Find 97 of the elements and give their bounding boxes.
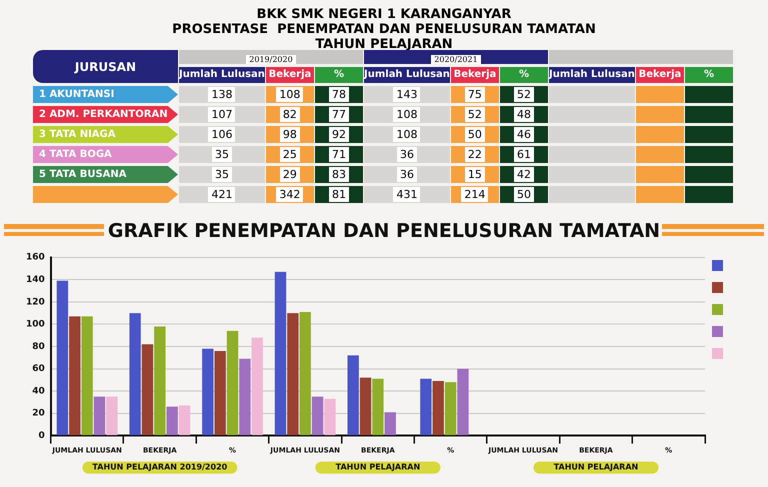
text: 75	[468, 88, 482, 101]
y-tick-label: 100	[26, 320, 45, 330]
text: 107	[211, 108, 232, 121]
text: 42	[516, 168, 531, 181]
text: 61	[516, 148, 531, 161]
text: 36	[400, 148, 414, 161]
y-tick-label: 140	[26, 275, 45, 286]
y-tick-label: 80	[32, 342, 45, 352]
text: TAHUN PELAJARAN	[314, 37, 454, 52]
y-tick-label: 40	[32, 386, 45, 396]
category-label: 4 TATA BOGA	[39, 149, 112, 160]
bar	[81, 316, 93, 436]
text: 81	[332, 188, 346, 201]
bar	[252, 338, 263, 436]
text: 52	[468, 108, 482, 121]
text: 431	[396, 188, 418, 201]
bar	[420, 378, 432, 436]
category-label: Bekerja	[266, 67, 314, 83]
text: 71	[332, 148, 346, 161]
bar	[444, 382, 456, 436]
category-label: Jumlah Lulusan	[364, 67, 450, 83]
bar	[226, 330, 238, 436]
text: 25	[282, 148, 297, 161]
text: BKK SMK NEGERI 1 KARANGANYAR	[256, 7, 512, 22]
bar	[372, 378, 384, 436]
text: TAHUN PELAJARAN	[336, 462, 420, 472]
bar	[384, 412, 396, 436]
bar	[178, 406, 190, 436]
text: 92	[332, 128, 346, 141]
category-label: 2 ADM. PERKANTORAN	[39, 109, 168, 120]
text: 2020/2021	[431, 55, 481, 64]
category-label: Jumlah Lulusan	[179, 67, 265, 83]
text: 77	[332, 108, 346, 121]
text: TAHUN PELAJARAN 2019/2020	[92, 462, 228, 472]
text: 421	[211, 188, 232, 201]
category-label: 5 TATA BUSANA	[39, 169, 127, 180]
text: 35	[214, 168, 229, 181]
text: 48	[516, 108, 531, 121]
category-label: 3 TATA NIAGA	[39, 129, 116, 140]
y-tick-label: 60	[32, 364, 45, 374]
category-label: Jumlah Lulusan	[549, 67, 635, 83]
bar	[202, 348, 214, 436]
text: PROSENTASE PENEMPATAN DAN PENELUSURAN TAMATAN	[171, 22, 597, 37]
text: 106	[211, 128, 232, 141]
text: 108	[279, 88, 300, 101]
text: 52	[516, 88, 531, 101]
text: 46	[516, 128, 531, 141]
category-label: Bekerja	[636, 67, 684, 83]
bar	[56, 280, 68, 436]
bar	[129, 313, 141, 436]
text: 83	[332, 168, 346, 181]
category-label: Bekerja	[450, 67, 499, 83]
y-tick-label: 0	[38, 430, 45, 441]
y-tick-label: 20	[32, 408, 45, 419]
bar	[239, 358, 251, 436]
bar	[166, 406, 178, 436]
chart-title: GRAFIK PENEMPATAN DAN PENELUSURAN TAMATAN	[106, 220, 662, 242]
text: 78	[332, 88, 346, 101]
text: 36	[400, 168, 414, 181]
y-tick-label: 160	[26, 252, 45, 263]
text: 82	[282, 108, 297, 121]
category-label: %	[314, 67, 363, 83]
text: 342	[279, 188, 300, 201]
bar	[457, 368, 469, 436]
bar	[142, 344, 154, 436]
bar	[432, 381, 444, 436]
text: JURUSAN	[33, 50, 178, 83]
bar	[347, 355, 359, 436]
text: 22	[468, 148, 482, 161]
bar	[312, 396, 324, 436]
text: 108	[396, 128, 418, 141]
text: 108	[396, 108, 418, 121]
bar	[106, 396, 118, 436]
category-label: %	[500, 67, 548, 83]
bar	[300, 312, 311, 436]
text: 29	[282, 168, 297, 181]
text: 15	[468, 168, 482, 181]
category-label: 1 AKUNTANSI	[39, 89, 114, 100]
text: 143	[396, 88, 418, 101]
bar	[154, 326, 166, 436]
text: 138	[211, 88, 232, 101]
bar	[69, 316, 80, 436]
text: 50	[468, 128, 482, 141]
bar	[274, 272, 286, 436]
bar	[360, 378, 372, 436]
text: 50	[516, 188, 531, 201]
text: TAHUN PELAJARAN	[554, 462, 638, 472]
text: 2019/2020	[246, 55, 296, 64]
bar	[94, 396, 106, 436]
text: 35	[214, 148, 229, 161]
text: 98	[282, 128, 297, 141]
category-label: %	[684, 67, 733, 83]
bar	[287, 313, 299, 436]
y-tick-label: 120	[26, 297, 45, 308]
text: 214	[464, 188, 486, 201]
bar	[324, 398, 336, 436]
bar	[214, 350, 226, 436]
